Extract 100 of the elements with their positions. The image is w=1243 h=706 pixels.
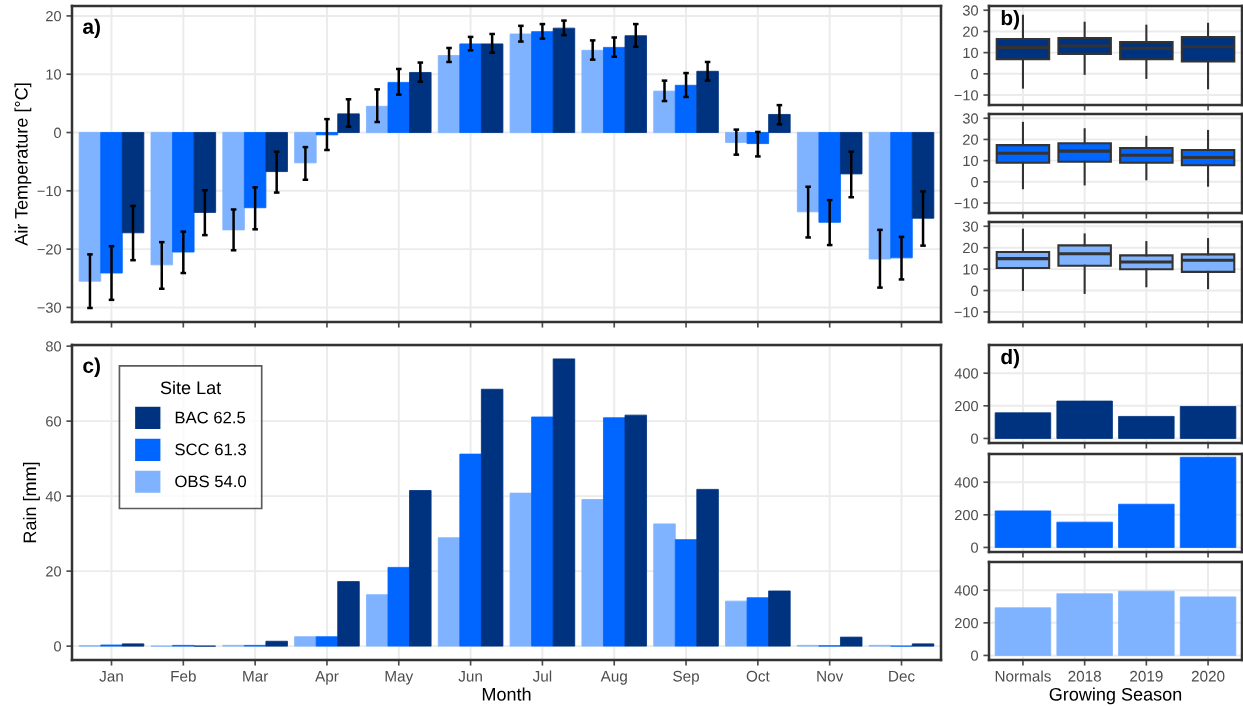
- bar: [243, 132, 267, 209]
- bar: [840, 636, 863, 647]
- bar: [459, 43, 482, 133]
- bar: [994, 412, 1052, 439]
- bar: [624, 35, 647, 133]
- y-tick-label: 30: [962, 5, 979, 16]
- x-tick-label: Jun: [458, 670, 482, 682]
- bar: [1056, 593, 1113, 656]
- bar: [366, 105, 389, 133]
- bar: [552, 358, 576, 647]
- bar: [624, 414, 647, 647]
- y-tick-label: 400: [954, 368, 979, 379]
- bar: [1179, 456, 1237, 548]
- bar: [581, 49, 604, 133]
- annotation: a): [83, 18, 100, 39]
- bar: [840, 132, 863, 175]
- y-tick-label: 10: [963, 264, 979, 275]
- y-tick-label: 0: [971, 650, 979, 661]
- bar: [868, 132, 892, 260]
- bar: [696, 70, 719, 133]
- y-tick-label: −30: [37, 302, 62, 313]
- x-tick-label: Nov: [817, 670, 844, 682]
- bar: [581, 499, 604, 647]
- y-tick-label: −10: [954, 90, 979, 101]
- bar: [172, 132, 195, 253]
- x-tick-label: Jan: [99, 670, 123, 682]
- bar: [603, 417, 626, 647]
- y-tick-label: 10: [963, 47, 979, 59]
- y-tick-label: 400: [954, 585, 979, 596]
- bar: [531, 416, 554, 647]
- bar: [387, 81, 410, 133]
- bar: [265, 640, 288, 647]
- bar: [994, 607, 1052, 656]
- x-tick-label: Apr: [315, 670, 339, 685]
- bar: [78, 132, 102, 282]
- x-axis-title: Month: [482, 687, 531, 701]
- bar: [1118, 416, 1175, 439]
- bar: [100, 132, 123, 274]
- bar: [294, 132, 317, 164]
- bar: [387, 566, 410, 647]
- annotation: c): [83, 357, 100, 378]
- x-tick-label: Sep: [673, 670, 699, 685]
- y-tick-label: −20: [37, 244, 62, 255]
- y-tick-label: 20: [963, 26, 979, 37]
- bar: [1118, 590, 1175, 656]
- y-tick-label: 20: [46, 11, 62, 22]
- x-tick-label: Normals: [995, 670, 1051, 682]
- bar: [265, 132, 288, 172]
- y-tick-label: 200: [954, 509, 979, 521]
- bar: [150, 132, 173, 266]
- bar: [193, 132, 217, 213]
- y-tick-label: 0: [54, 127, 62, 138]
- bar: [796, 132, 820, 213]
- x-tick-label: May: [385, 670, 414, 685]
- y-tick-label: 200: [954, 617, 979, 629]
- y-tick-label: 30: [962, 113, 979, 124]
- y-tick-label: 80: [46, 341, 62, 352]
- y-tick-label: 0: [971, 542, 979, 553]
- bar: [994, 510, 1052, 548]
- bar: [315, 636, 339, 647]
- x-tick-label: Aug: [600, 670, 627, 685]
- y-axis-title: Rain [mm]: [22, 462, 40, 543]
- bar: [509, 492, 533, 647]
- y-tick-label: 0: [971, 68, 979, 80]
- bar: [911, 643, 935, 647]
- y-tick-label: 40: [45, 491, 62, 502]
- x-axis-title: Growing Season: [1049, 687, 1182, 705]
- bar: [768, 590, 791, 647]
- legend-title: Site Lat: [160, 380, 222, 395]
- y-axis-title: Air Temperature [°C]: [14, 83, 32, 246]
- y-tick-label: 10: [46, 69, 62, 80]
- bar: [696, 488, 719, 647]
- bar: [1056, 521, 1113, 548]
- bar: [552, 27, 576, 133]
- bar: [746, 597, 770, 647]
- legend-label: SCC 61.3: [175, 443, 246, 456]
- bar: [480, 43, 504, 133]
- bar: [890, 132, 913, 259]
- bar: [653, 523, 676, 647]
- x-tick-label: Oct: [746, 670, 770, 682]
- bar: [409, 72, 432, 133]
- y-tick-label: 200: [954, 400, 979, 412]
- bar: [121, 132, 145, 234]
- y-tick-label: 10: [963, 155, 979, 167]
- y-tick-label: 0: [971, 176, 979, 188]
- y-tick-label: 20: [963, 134, 979, 145]
- bar: [531, 31, 554, 133]
- annotation: b): [1001, 9, 1020, 30]
- bar: [1179, 596, 1237, 656]
- bar: [437, 537, 461, 647]
- bar: [294, 636, 317, 647]
- bar: [366, 594, 389, 647]
- legend-label: BAC 62.5: [175, 411, 246, 424]
- bar: [121, 643, 145, 647]
- bar: [1179, 406, 1237, 439]
- bar: [603, 46, 626, 133]
- x-tick-label: Mar: [243, 670, 269, 682]
- x-tick-label: 2020: [1191, 670, 1225, 682]
- bar: [437, 55, 461, 133]
- y-tick-label: −10: [37, 185, 62, 197]
